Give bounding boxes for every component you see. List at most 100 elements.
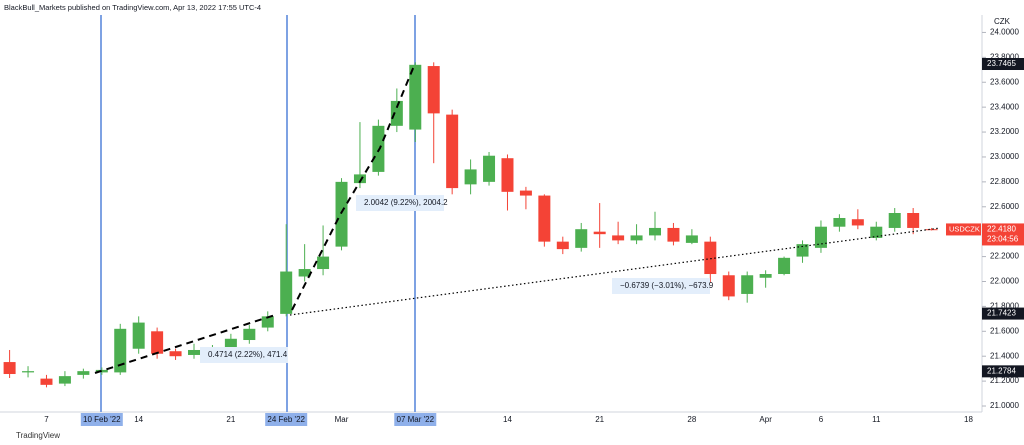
candle-body [427,66,440,114]
candle-body [151,331,164,354]
candle-body [630,235,643,241]
y-tick-label: 23.6000 [990,77,1019,86]
x-tick-label: 11 [872,415,881,424]
x-tick-label: Mar [335,415,349,424]
x-label-highlight [265,413,308,426]
x-tick-label: 28 [687,415,696,424]
price-badge [982,58,1024,71]
candle-body [925,229,938,231]
last-price-label: 22.4180 [987,225,1016,234]
candle-body [464,169,477,185]
x-tick-label: 7 [44,415,49,424]
candle-body [778,257,791,275]
y-tick-label: 22.2000 [990,252,1019,261]
trend-line [291,65,415,311]
candle-body [298,269,311,277]
candle-body [575,229,588,248]
candle-body [132,322,145,349]
countdown: 23:04:56 [987,235,1019,244]
candle-body [261,316,274,328]
price-badge-label: 23.7465 [987,59,1016,68]
measure-box [200,347,288,363]
price-badge-label: 21.7423 [987,309,1016,318]
candle-body [593,231,606,235]
measure-box [612,278,710,294]
price-badge-label: 21.2784 [987,366,1016,375]
x-tick-label: 14 [134,415,143,424]
y-tick-label: 21.4000 [990,351,1019,360]
candle-body [870,226,883,238]
x-tick-label: Apr [759,415,772,424]
y-tick-label: 21.6000 [990,326,1019,335]
candle-body [317,256,330,270]
candle-body [519,190,532,196]
y-tick-label: 21.2000 [990,376,1019,385]
candle-body [556,241,569,250]
y-tick-label: 23.0000 [990,152,1019,161]
candle-body [40,378,53,385]
candle-body [409,64,422,130]
candle-body [169,351,182,357]
y-tick-label: 23.2000 [990,127,1019,136]
trend-line [94,314,276,374]
candle-body [446,114,459,189]
symbol-badge [946,223,981,236]
measure-label: −0.6739 (−3.01%), −673.9 [620,281,714,290]
footer-logo: TradingView [16,431,60,440]
measure-label: 0.4714 (2.22%), 471.4 [208,350,288,359]
trend-line [289,227,941,316]
symbol-label: USDCZK [949,224,980,233]
candle-body [796,244,809,257]
x-tick-label: 14 [503,415,512,424]
x-tick-label: 07 Mar '22 [397,415,435,424]
x-label-highlight [80,413,123,426]
candle-body [501,158,514,192]
measure-label: 2.0042 (9.22%), 2004.2 [364,198,448,207]
candle-body [851,219,864,226]
candle-body [3,362,16,375]
y-tick-label: 21.8000 [990,302,1019,311]
candle-body [224,338,237,350]
candle-body [483,155,496,182]
y-tick-label: 22.8000 [990,177,1019,186]
candle-body [704,241,717,275]
candle-body [77,371,90,375]
candle-body [353,174,366,184]
x-tick-label: 6 [819,415,824,424]
price-badge [982,307,1024,320]
candle-body [741,275,754,294]
candle-body [833,217,846,227]
candle-body [685,235,698,243]
currency-label: CZK [994,17,1011,26]
last-price-badge [982,223,1024,246]
x-tick-label: 18 [964,415,973,424]
candle-body [888,213,901,228]
x-tick-label: 24 Feb '22 [267,415,305,424]
y-tick-label: 23.8000 [990,52,1019,61]
x-tick-label: 21 [595,415,604,424]
candle-body [722,275,735,297]
candle-body [667,227,680,242]
measure-box [356,195,444,211]
candle-body [538,195,551,242]
candle-body [280,271,293,314]
candle-body [814,226,827,248]
candle-body [759,274,772,278]
candle-body [907,213,920,228]
candle-body [58,376,71,384]
x-label-highlight [394,413,437,426]
candle-body [390,100,403,126]
candle-body [114,328,127,373]
candle-body [649,227,661,236]
candle-body [95,369,108,373]
header: BlackBull_Markets published on TradingVi… [4,3,261,12]
y-tick-label: 22.6000 [990,202,1019,211]
x-tick-label: 21 [226,415,235,424]
y-tick-label: 24.0000 [990,28,1019,37]
candle-body [188,349,200,355]
price-badge [982,365,1024,378]
candle-body [335,181,348,247]
x-tick-label: 10 Feb '22 [83,415,121,424]
